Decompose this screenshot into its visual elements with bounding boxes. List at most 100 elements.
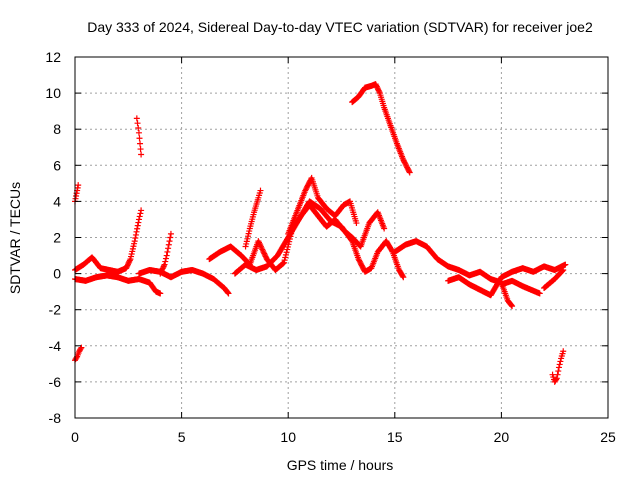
- data-point: [555, 368, 562, 375]
- data-point: [135, 124, 142, 131]
- data-point: [376, 88, 383, 95]
- data-point: [553, 376, 560, 383]
- data-point: [75, 182, 82, 189]
- data-point: [133, 115, 140, 122]
- data-point: [283, 249, 290, 256]
- data-point: [262, 253, 269, 260]
- x-tick-label: 15: [387, 429, 403, 445]
- data-point: [261, 251, 268, 258]
- data-point: [399, 273, 406, 280]
- data-point: [137, 210, 144, 217]
- series-trace-m: [541, 266, 567, 292]
- data-point: [559, 267, 566, 274]
- x-tick-label: 0: [71, 429, 79, 445]
- series-trace-n: [133, 115, 145, 158]
- series-trace-k: [445, 261, 569, 299]
- data-point: [162, 258, 169, 265]
- data-point: [284, 243, 291, 250]
- data-point: [160, 262, 167, 269]
- series-trace-i: [349, 81, 413, 176]
- data-point: [256, 239, 263, 246]
- series-trace-d: [157, 230, 174, 277]
- data-point: [260, 249, 267, 256]
- x-tick-label: 5: [178, 429, 186, 445]
- data-point: [132, 231, 139, 238]
- data-point: [165, 241, 172, 248]
- y-tick-label: -8: [49, 410, 62, 426]
- data-point: [164, 248, 171, 255]
- data-point: [257, 243, 264, 250]
- data-point: [135, 129, 142, 136]
- series-trace-l: [498, 277, 543, 297]
- data-point: [280, 259, 287, 266]
- x-tick-label: 10: [280, 429, 296, 445]
- data-point: [137, 146, 144, 153]
- y-tick-label: 8: [53, 121, 61, 137]
- series-trace-q: [549, 348, 567, 385]
- data-point: [406, 168, 413, 175]
- series-trace-a: [72, 272, 164, 297]
- data-point: [167, 234, 174, 241]
- data-point: [284, 246, 291, 253]
- y-tick-label: 12: [45, 49, 61, 65]
- data-point: [157, 290, 164, 297]
- data-point: [166, 238, 173, 245]
- y-tick-label: 2: [53, 230, 61, 246]
- y-tick-label: 0: [53, 266, 61, 282]
- data-point: [261, 250, 268, 257]
- x-axis-label: GPS time / hours: [287, 457, 394, 473]
- data-point: [163, 252, 170, 259]
- data-point: [225, 290, 232, 297]
- data-point: [257, 187, 264, 194]
- data-point: [555, 364, 562, 371]
- data-point: [556, 361, 563, 368]
- data-point: [167, 230, 174, 237]
- data-point: [560, 266, 567, 273]
- grid-layer: [75, 57, 608, 418]
- data-point: [162, 255, 169, 262]
- data-point: [281, 257, 288, 264]
- data-point: [138, 207, 145, 214]
- series-trace-p: [72, 344, 85, 364]
- chart-title: Day 333 of 2024, Sidereal Day-to-day VTE…: [87, 19, 593, 35]
- data-point: [134, 120, 141, 127]
- data-point: [165, 245, 172, 252]
- data-point: [560, 348, 567, 355]
- data-point: [256, 240, 263, 247]
- x-tick-label: 25: [600, 429, 616, 445]
- data-point: [73, 354, 80, 361]
- data-point: [224, 289, 231, 296]
- data-point: [257, 242, 264, 249]
- y-tick-label: 4: [53, 193, 61, 209]
- data-point: [406, 169, 413, 176]
- data-point: [558, 268, 565, 275]
- series-trace-g: [242, 187, 264, 250]
- series-trace-b: [72, 207, 145, 275]
- data-point: [282, 251, 289, 258]
- y-axis-label: SDTVAR / TECUs: [7, 182, 23, 294]
- x-tick-label: 20: [494, 429, 510, 445]
- data-point: [255, 238, 262, 245]
- data-point: [78, 344, 85, 351]
- data-point: [161, 261, 168, 268]
- data-point: [557, 358, 564, 365]
- data-point: [136, 213, 143, 220]
- data-point: [258, 245, 265, 252]
- data-point: [536, 290, 543, 297]
- data-point: [138, 151, 145, 158]
- data-point: [348, 237, 355, 244]
- data-point: [381, 225, 388, 232]
- data-point: [132, 235, 139, 242]
- series-trace-f: [231, 198, 407, 281]
- data-point: [133, 228, 140, 235]
- data-point: [137, 140, 144, 147]
- data-point: [259, 246, 266, 253]
- data-point: [562, 261, 569, 268]
- y-tick-label: 6: [53, 157, 61, 173]
- data-point: [134, 225, 141, 232]
- y-tick-label: -6: [49, 374, 62, 390]
- data-point: [259, 247, 266, 254]
- data-point: [131, 238, 138, 245]
- data-point: [126, 257, 133, 264]
